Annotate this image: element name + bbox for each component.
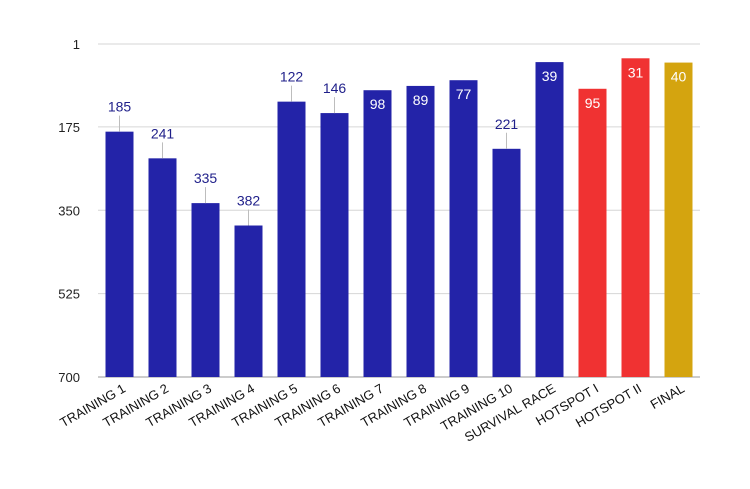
bar	[277, 101, 306, 378]
data-label: 241	[151, 125, 175, 141]
bar	[406, 85, 435, 378]
bar	[621, 58, 650, 378]
data-label: 77	[456, 86, 472, 102]
data-label: 31	[628, 64, 644, 80]
bar	[191, 203, 220, 377]
y-axis-ticks: 1 175 350 525 700	[58, 37, 80, 385]
x-tick-label: FINAL	[648, 381, 687, 412]
bar	[664, 62, 693, 377]
data-label: 185	[108, 99, 132, 115]
bar	[363, 90, 392, 377]
bar	[148, 158, 177, 377]
bars	[105, 58, 693, 378]
label-leaders	[119, 85, 507, 226]
bar	[578, 88, 607, 377]
bar	[320, 113, 349, 377]
bar	[492, 148, 521, 377]
bar	[234, 225, 263, 377]
data-label: 335	[194, 170, 218, 186]
y-tick-label: 350	[58, 203, 80, 218]
y-tick-label: 1	[73, 37, 80, 52]
gridlines	[98, 43, 700, 378]
bar	[535, 62, 564, 378]
data-label: 98	[370, 96, 386, 112]
data-label: 95	[585, 95, 601, 111]
y-tick-label: 525	[58, 287, 80, 302]
bar	[105, 131, 134, 377]
data-label: 122	[280, 69, 304, 85]
value-labels: 185 241 335 382 122 146 98 89 77 221 39 95 31 40	[108, 64, 687, 208]
data-label: 221	[495, 116, 519, 132]
y-tick-label: 700	[58, 370, 80, 385]
data-label: 382	[237, 193, 261, 209]
y-tick-label: 175	[58, 120, 80, 135]
bar	[449, 80, 478, 378]
data-label: 146	[323, 80, 347, 96]
data-label: 40	[671, 69, 687, 85]
data-label: 39	[542, 68, 558, 84]
data-label: 89	[413, 92, 429, 108]
